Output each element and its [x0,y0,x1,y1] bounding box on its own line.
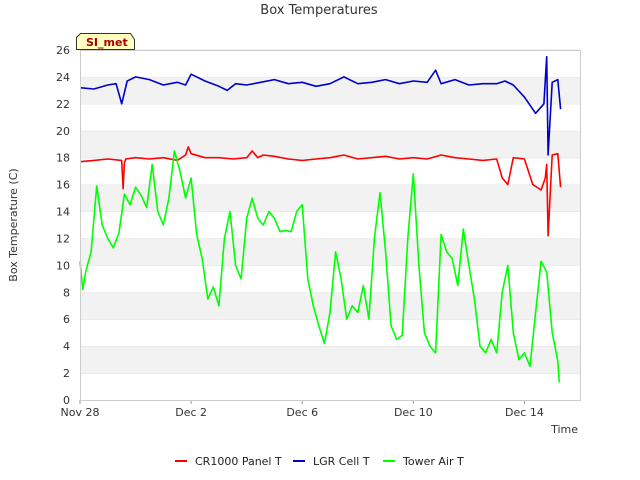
legend-label-lgr-cell-t: LGR Cell T [313,455,370,468]
y-tick-label: 18 [56,152,70,165]
plot-frame [80,50,581,401]
y-tick-label: 0 [63,394,70,407]
x-axis-label: Time [550,423,578,436]
y-tick-label: 6 [63,313,70,326]
x-tick-label: Nov 28 [61,406,100,419]
x-axis-ticks: Nov 28 Dec 2 Dec 6 Dec 10 Dec 14 [61,400,544,419]
x-tick-label: Dec 10 [394,406,433,419]
grid-band [80,184,580,212]
grid-band [80,373,580,400]
y-tick-label: 8 [63,286,70,299]
series-line-lgr-cell-t [79,55,562,156]
y-tick-label: 20 [56,125,70,138]
y-tick-label: 4 [63,340,70,353]
grid-band [80,103,580,131]
legend-label-cr1000-panel-t: CR1000 Panel T [195,455,282,468]
grid-band [80,50,580,77]
badge: SI_met [76,33,135,50]
grid-band [80,76,580,104]
series-lines [79,55,562,383]
legend-label-tower-air-t: Tower Air T [402,455,464,468]
grid-band [80,346,580,374]
y-tick-label: 24 [56,71,70,84]
x-tick-label: Dec 14 [505,406,544,419]
badge-text: SI_met [86,36,128,49]
y-tick-label: 26 [56,44,70,57]
badge-box [76,33,135,50]
chart-title: Box Temperatures [260,3,378,18]
y-tick-label: 22 [56,98,70,111]
x-tick-label: Dec 6 [286,406,318,419]
grid-band [80,265,580,293]
grid-bands [80,49,580,400]
series-line-tower-air-t [79,150,560,383]
grid-band [80,211,580,239]
grid-band [80,130,580,158]
series-line-cr1000-panel-t [79,146,562,237]
legend: CR1000 Panel T LGR Cell T Tower Air T [175,455,464,468]
grid-band [80,157,580,185]
grid-band [80,319,580,347]
y-tick-label: 16 [56,179,70,192]
y-axis-label: Box Temperature (C) [7,168,20,281]
y-tick-label: 10 [56,259,70,272]
x-tick-label: Dec 2 [175,406,207,419]
grid-band [80,238,580,266]
y-tick-label: 2 [63,367,70,380]
y-tick-label: 14 [56,206,70,219]
y-tick-label: 12 [56,232,70,245]
